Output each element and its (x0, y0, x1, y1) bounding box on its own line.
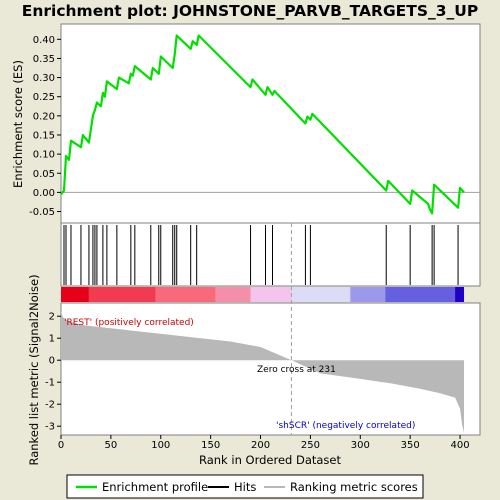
x-tick-label: 250 (301, 440, 320, 451)
ranking-metric-area (61, 311, 465, 433)
color-bar-segment (61, 287, 89, 302)
es-y-tick-label: 0.40 (33, 35, 55, 46)
x-tick-label: 100 (151, 440, 170, 451)
rank-color-bar (61, 287, 465, 302)
positive-correlation-label: 'REST' (positively correlated) (64, 318, 194, 328)
es-y-tick-label: 0.30 (33, 73, 55, 84)
enrichment-profile-line (60, 34, 465, 215)
x-tick-label: 150 (201, 440, 220, 451)
legend-enrichment-label: Enrichment profile (102, 480, 208, 494)
enrichment-panel: 0.40 0.35 0.30 0.25 0.20 0.15 0.10 0.05 0.00 -0.0… (11, 23, 481, 224)
es-y-tick-label: 0.05 (33, 169, 55, 180)
x-axis-label: Rank in Ordered Dataset (199, 453, 342, 467)
rank-y-tick-label: 1 (49, 334, 55, 345)
rank-y-axis-label: Ranked list metric (Signal2Noise) (27, 274, 41, 465)
es-y-tick-label: 0.10 (33, 150, 55, 161)
rank-y-tick-label: -1 (45, 378, 55, 389)
rank-y-tick-label: 0 (49, 356, 55, 367)
es-y-tick-label: 0.00 (33, 188, 55, 199)
ranked-list-panel: 2 1 0 -1 -2 -3 'REST' (positively correlated)… (27, 223, 481, 466)
zero-cross-label: Zero cross at 231 (257, 365, 336, 375)
x-tick-label: 350 (401, 440, 420, 451)
x-tick-label: 200 (251, 440, 270, 451)
x-tick-label: 50 (105, 440, 118, 451)
legend-hits-label: Hits (234, 480, 256, 494)
hits-plot-area (60, 222, 481, 287)
x-axis: 0 50 100 150 200 250 300 350 400 (58, 435, 470, 451)
color-bar-segment (291, 287, 351, 302)
color-bar-segment (385, 287, 456, 302)
color-bar-segment (250, 287, 292, 302)
color-bar-segment (350, 287, 386, 302)
x-tick-label: 400 (451, 440, 470, 451)
legend-box (66, 474, 424, 499)
es-y-axis: 0.40 0.35 0.30 0.25 0.20 0.15 0.10 0.05 0.00 -0.0… (29, 35, 61, 218)
hits-panel (60, 222, 481, 287)
x-tick-label: 300 (351, 440, 370, 451)
es-y-tick-label: 0.35 (33, 54, 55, 65)
es-y-tick-label: -0.05 (29, 207, 55, 218)
color-bar-segment (215, 287, 251, 302)
color-bar-segment (155, 287, 216, 302)
es-y-tick-label: 0.25 (33, 92, 55, 103)
chart-title: Enrichment plot: JOHNSTONE_PARVB_TARGETS… (22, 2, 479, 20)
negative-correlation-label: 'shSCR' (negatively correlated) (276, 421, 415, 431)
rank-y-tick-label: 2 (49, 312, 55, 323)
hit-lines (63, 225, 459, 285)
x-tick-label: 0 (58, 440, 64, 451)
color-bar-segment (88, 287, 156, 302)
legend-metric-label: Ranking metric scores (290, 480, 418, 494)
color-bar-segment (455, 287, 465, 302)
rank-y-tick-label: -2 (45, 400, 55, 411)
rank-y-axis: 2 1 0 -1 -2 -3 (45, 312, 61, 433)
es-y-axis-label: Enrichment score (ES) (11, 60, 25, 188)
rank-y-tick-label: -3 (45, 422, 55, 433)
legend: Enrichment profile Hits Ranking metric s… (66, 474, 424, 499)
es-y-tick-label: 0.15 (33, 130, 55, 141)
es-y-tick-label: 0.20 (33, 111, 55, 122)
enrichment-plot-area (60, 23, 481, 224)
